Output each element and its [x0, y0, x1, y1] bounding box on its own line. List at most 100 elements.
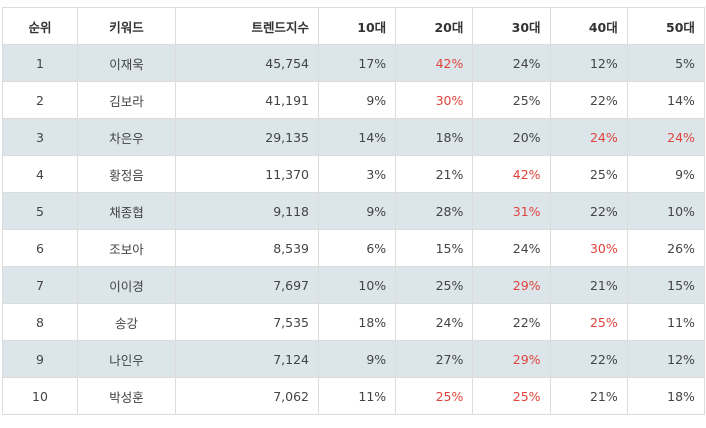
cell-age-40: 21%	[549, 377, 628, 415]
cell-age-40: 22%	[549, 340, 628, 378]
cell-age-50: 15%	[626, 266, 705, 304]
cell-age-20: 28%	[395, 192, 474, 230]
cell-trend-index: 45,754	[175, 44, 319, 82]
cell-rank: 9	[2, 340, 78, 378]
cell-keyword: 이재욱	[77, 44, 176, 82]
cell-keyword: 김보라	[77, 81, 176, 119]
cell-rank: 4	[2, 155, 78, 193]
cell-age-40: 24%	[549, 118, 628, 156]
cell-keyword: 채종협	[77, 192, 176, 230]
cell-age-30: 25%	[472, 81, 551, 119]
table-header: 순위 키워드 트렌드지수 10대 20대 30대 40대 50대	[2, 7, 705, 45]
cell-age-50: 18%	[626, 377, 705, 415]
cell-age-10: 9%	[317, 192, 397, 230]
cell-keyword: 박성훈	[77, 377, 176, 415]
cell-age-10: 6%	[317, 229, 397, 267]
cell-rank: 5	[2, 192, 78, 230]
header-trend-index: 트렌드지수	[175, 7, 319, 45]
cell-trend-index: 8,539	[175, 229, 319, 267]
cell-age-10: 9%	[317, 340, 397, 378]
header-row: 순위 키워드 트렌드지수 10대 20대 30대 40대 50대	[2, 7, 705, 45]
cell-age-10: 14%	[317, 118, 397, 156]
table-row: 3 차은우 29,135 14% 18% 20% 24% 24%	[2, 118, 705, 156]
cell-age-10: 17%	[317, 44, 397, 82]
cell-age-30: 22%	[472, 303, 551, 341]
cell-keyword: 차은우	[77, 118, 176, 156]
cell-age-30: 31%	[472, 192, 551, 230]
cell-age-50: 26%	[626, 229, 705, 267]
cell-age-20: 25%	[395, 377, 474, 415]
cell-age-40: 21%	[549, 266, 628, 304]
cell-rank: 1	[2, 44, 78, 82]
cell-trend-index: 11,370	[175, 155, 319, 193]
header-keyword: 키워드	[77, 7, 176, 45]
cell-trend-index: 7,535	[175, 303, 319, 341]
header-age-40: 40대	[549, 7, 628, 45]
cell-trend-index: 41,191	[175, 81, 319, 119]
cell-rank: 8	[2, 303, 78, 341]
table-row: 6 조보아 8,539 6% 15% 24% 30% 26%	[2, 229, 705, 267]
trend-table-container: 순위 키워드 트렌드지수 10대 20대 30대 40대 50대 1 이재욱 45,…	[2, 7, 705, 415]
cell-age-10: 9%	[317, 81, 397, 119]
table-row: 7 이이경 7,697 10% 25% 29% 21% 15%	[2, 266, 705, 304]
cell-age-20: 25%	[395, 266, 474, 304]
cell-keyword: 송강	[77, 303, 176, 341]
cell-age-40: 25%	[549, 155, 628, 193]
cell-trend-index: 9,118	[175, 192, 319, 230]
table-row: 8 송강 7,535 18% 24% 22% 25% 11%	[2, 303, 705, 341]
table-body: 1 이재욱 45,754 17% 42% 24% 12% 5% 2 김보라 41,191 9% 30% 2…	[2, 44, 705, 415]
cell-age-40: 12%	[549, 44, 628, 82]
cell-age-50: 14%	[626, 81, 705, 119]
cell-age-10: 18%	[317, 303, 397, 341]
table-row: 2 김보라 41,191 9% 30% 25% 22% 14%	[2, 81, 705, 119]
cell-age-30: 24%	[472, 229, 551, 267]
cell-age-20: 42%	[395, 44, 474, 82]
header-age-10: 10대	[317, 7, 397, 45]
cell-rank: 7	[2, 266, 78, 304]
cell-trend-index: 7,697	[175, 266, 319, 304]
cell-rank: 3	[2, 118, 78, 156]
cell-age-20: 15%	[395, 229, 474, 267]
cell-age-50: 5%	[626, 44, 705, 82]
cell-age-30: 24%	[472, 44, 551, 82]
cell-keyword: 나인우	[77, 340, 176, 378]
table-row: 9 나인우 7,124 9% 27% 29% 22% 12%	[2, 340, 705, 378]
cell-age-40: 22%	[549, 192, 628, 230]
cell-age-40: 30%	[549, 229, 628, 267]
header-rank: 순위	[2, 7, 78, 45]
cell-age-40: 25%	[549, 303, 628, 341]
cell-age-20: 27%	[395, 340, 474, 378]
cell-trend-index: 7,062	[175, 377, 319, 415]
cell-age-30: 29%	[472, 266, 551, 304]
cell-rank: 6	[2, 229, 78, 267]
cell-keyword: 황정음	[77, 155, 176, 193]
cell-age-10: 10%	[317, 266, 397, 304]
header-age-50: 50대	[626, 7, 705, 45]
cell-age-20: 21%	[395, 155, 474, 193]
cell-age-50: 12%	[626, 340, 705, 378]
table-row: 5 채종협 9,118 9% 28% 31% 22% 10%	[2, 192, 705, 230]
keyword-trend-table: 순위 키워드 트렌드지수 10대 20대 30대 40대 50대 1 이재욱 45,…	[2, 7, 705, 415]
header-age-30: 30대	[472, 7, 551, 45]
cell-age-30: 29%	[472, 340, 551, 378]
cell-age-10: 3%	[317, 155, 397, 193]
table-row: 10 박성훈 7,062 11% 25% 25% 21% 18%	[2, 377, 705, 415]
table-row: 4 황정음 11,370 3% 21% 42% 25% 9%	[2, 155, 705, 193]
cell-age-40: 22%	[549, 81, 628, 119]
cell-age-50: 11%	[626, 303, 705, 341]
cell-age-50: 24%	[626, 118, 705, 156]
cell-age-50: 9%	[626, 155, 705, 193]
cell-age-30: 20%	[472, 118, 551, 156]
table-row: 1 이재욱 45,754 17% 42% 24% 12% 5%	[2, 44, 705, 82]
cell-age-20: 30%	[395, 81, 474, 119]
cell-rank: 2	[2, 81, 78, 119]
cell-keyword: 조보아	[77, 229, 176, 267]
cell-trend-index: 7,124	[175, 340, 319, 378]
cell-keyword: 이이경	[77, 266, 176, 304]
cell-age-20: 18%	[395, 118, 474, 156]
cell-age-30: 25%	[472, 377, 551, 415]
cell-trend-index: 29,135	[175, 118, 319, 156]
header-age-20: 20대	[395, 7, 474, 45]
cell-age-20: 24%	[395, 303, 474, 341]
cell-rank: 10	[2, 377, 78, 415]
